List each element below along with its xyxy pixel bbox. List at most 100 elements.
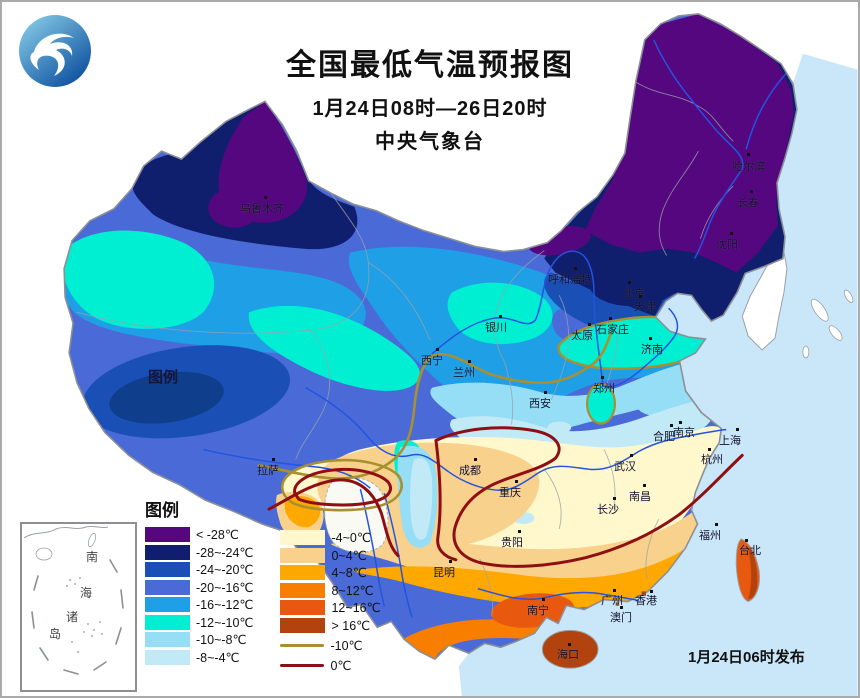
city-dot [736, 428, 739, 431]
city-dot [588, 323, 591, 326]
city-dot [670, 424, 673, 427]
city-label: 成都 [459, 465, 481, 477]
city-dot [609, 317, 612, 320]
legend-label: < -28℃ [196, 528, 239, 543]
legend-swatch [145, 544, 190, 560]
city-dot [628, 281, 631, 284]
city-label: 济南 [641, 344, 663, 356]
city-label: 西宁 [421, 355, 443, 367]
legend-label: 4~8℃ [331, 566, 367, 581]
legend-title: 图例 [145, 501, 179, 520]
city-label: 广州 [601, 595, 623, 607]
legend-label: -4~0℃ [331, 531, 371, 546]
legend-label: -20~-16℃ [196, 580, 254, 595]
legend-swatch [280, 600, 326, 616]
legend-row: -4~0℃ [280, 529, 380, 547]
city-label: 太原 [571, 330, 593, 342]
zero-contour [267, 426, 744, 568]
cma-logo [19, 15, 91, 87]
city-dot [730, 232, 733, 235]
legend-label: 0~4℃ [331, 548, 367, 563]
city-dot [544, 391, 547, 394]
japan-islands [802, 289, 854, 359]
city-label: 台北 [739, 545, 761, 557]
legend-row: -10~-8℃ [145, 631, 253, 649]
macau-mark [615, 602, 620, 606]
province-borders [76, 81, 734, 617]
legend-swatch [145, 527, 190, 543]
legend-label: -16~-12℃ [196, 598, 254, 613]
city-label: 武汉 [614, 461, 636, 473]
legend-contour-row: -10℃ [280, 636, 380, 654]
legend-swatch [280, 582, 326, 598]
city-dot [515, 480, 518, 483]
city-label: 澳门 [610, 612, 632, 624]
hongkong-mark [641, 591, 647, 596]
legend-swatch [145, 632, 190, 648]
inset-char: 海 [80, 586, 93, 600]
city-dot [518, 530, 521, 533]
legend-row: > 16℃ [280, 617, 380, 635]
legend-row: -20~-16℃ [145, 579, 253, 597]
city-dot [630, 454, 633, 457]
inset-char: 南 [86, 550, 99, 564]
legend-label: -28~-24℃ [196, 545, 254, 560]
legend-row: 0~4℃ [280, 547, 380, 565]
legend-row: -8~-4℃ [145, 649, 253, 667]
minus10-contour [257, 331, 613, 512]
legend-label: -8~-4℃ [196, 650, 240, 665]
legend-label: -10~-8℃ [196, 633, 247, 648]
legend-right-column: -4~0℃ 0~4℃ 4~8℃ 8~12℃ 12~16℃ > 16℃ -10℃ 0℃ [280, 529, 381, 674]
china-outline [63, 13, 798, 661]
legend-left-column: < -28℃ -28~-24℃ -24~-20℃ -20~-16℃ -16~-12℃ -1… [145, 526, 253, 666]
city-label: 南昌 [629, 491, 651, 503]
city-dot [474, 458, 477, 461]
inset-char: 诸 [66, 610, 79, 624]
legend-swatch [280, 530, 326, 546]
legend-swatch [145, 579, 190, 595]
legend-row: < -28℃ [145, 526, 253, 544]
legend-swatch [280, 617, 326, 633]
legend-swatch [145, 649, 190, 665]
release-note: 1月24日06时发布 [688, 649, 805, 666]
city-label: 兰州 [453, 367, 475, 379]
inset-char: 岛 [49, 627, 62, 641]
legend-label: 8~12℃ [331, 583, 374, 598]
taiwan-east-strip [748, 546, 758, 599]
island-dots [66, 577, 103, 653]
legend-label: -10℃ [330, 638, 363, 653]
korea-landmass [741, 251, 788, 351]
city-dot [499, 315, 502, 318]
city-dot [272, 458, 275, 461]
inset-map-graphic [23, 525, 124, 675]
legend-label: > 16℃ [331, 618, 371, 633]
map-inline-legend-label: 图例 [148, 369, 179, 386]
city-label: 银川 [485, 322, 507, 334]
city-dot [639, 295, 642, 298]
city-dot [745, 539, 748, 542]
hainan-island [541, 629, 599, 669]
city-dot [649, 337, 652, 340]
city-dot [601, 376, 604, 379]
city-label: 西安 [529, 398, 551, 410]
city-dot [436, 348, 439, 351]
legend-swatch [145, 562, 190, 578]
city-label: 长春 [737, 197, 759, 209]
city-dot [568, 643, 571, 646]
legend-row: 4~8℃ [280, 564, 380, 582]
legend-swatch [280, 547, 326, 563]
legend-label: 0℃ [330, 658, 352, 673]
legend-row: 8~12℃ [280, 582, 380, 600]
legend-row: 12~16℃ [280, 599, 381, 617]
city-label: 上海 [719, 435, 741, 447]
city-label: 海口 [557, 649, 579, 661]
city-label: 南宁 [527, 605, 549, 617]
city-label: 香港 [635, 595, 657, 607]
city-label: 长沙 [597, 504, 619, 516]
city-dot [650, 590, 653, 593]
legend-row: -16~-12℃ [145, 596, 253, 614]
legend-row: -28~-24℃ [145, 544, 253, 562]
city-dot [750, 190, 753, 193]
legend-row: -12~-10℃ [145, 614, 253, 632]
